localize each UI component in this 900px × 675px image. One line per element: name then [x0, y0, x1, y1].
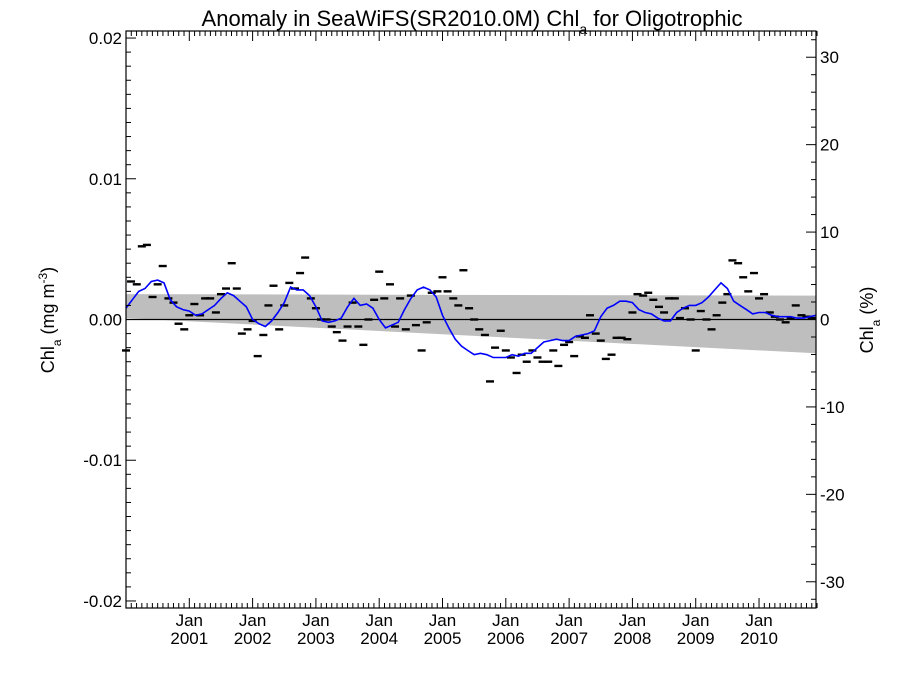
- right-tick-label: 30: [820, 48, 839, 67]
- y-axis-left-label: Chla (mg m-3): [36, 267, 64, 373]
- trend-band: [126, 294, 816, 354]
- x-tick-year: 2007: [550, 629, 588, 648]
- x-tick-year: 2004: [360, 629, 398, 648]
- chart-title: Anomaly in SeaWiFS(SR2010.0M) Chla for O…: [202, 6, 743, 37]
- right-tick-label: -10: [820, 398, 845, 417]
- left-tick-label: 0.01: [89, 170, 122, 189]
- right-tick-label: -20: [820, 485, 845, 504]
- x-tick-year: 2002: [234, 629, 272, 648]
- left-tick-label: -0.02: [83, 592, 122, 611]
- x-tick-month: Jan: [555, 611, 582, 630]
- x-tick-year: 2008: [614, 629, 652, 648]
- left-tick-label: 0.02: [89, 29, 122, 48]
- x-tick-month: Jan: [239, 611, 266, 630]
- right-axis: 30 20 10 0 -10 -20 -30: [806, 39, 845, 600]
- x-tick-year: 2003: [297, 629, 335, 648]
- right-tick-label: 20: [820, 136, 839, 155]
- x-tick-month: Jan: [366, 611, 393, 630]
- title-main: Anomaly in SeaWiFS(SR2010.0M) Chl: [202, 6, 580, 31]
- smoothed-line: [125, 279, 817, 359]
- right-tick-label: 10: [820, 223, 839, 242]
- x-tick-month: Jan: [682, 611, 709, 630]
- x-tick-year: 2001: [170, 629, 208, 648]
- plot-area: [122, 30, 817, 609]
- x-axis: Jan2001Jan2002Jan2003Jan2004Jan2005Jan20…: [125, 31, 818, 648]
- title-subscript: a: [579, 21, 587, 37]
- right-tick-label: 0: [820, 311, 829, 330]
- left-tick-label: 0.00: [89, 311, 122, 330]
- y-axis-right-label: Chla (%): [857, 287, 883, 354]
- x-tick-month: Jan: [619, 611, 646, 630]
- title-suffix: for Oligotrophic: [587, 6, 742, 31]
- x-tick-year: 2005: [424, 629, 462, 648]
- left-axis: 0.02 0.01 0.00 -0.01 -0.02: [83, 29, 136, 611]
- x-tick-month: Jan: [492, 611, 519, 630]
- x-tick-year: 2006: [487, 629, 525, 648]
- x-tick-month: Jan: [302, 611, 329, 630]
- x-tick-month: Jan: [745, 611, 772, 630]
- x-tick-month: Jan: [429, 611, 456, 630]
- x-tick-month: Jan: [176, 611, 203, 630]
- x-tick-year: 2010: [740, 629, 778, 648]
- right-tick-label: -30: [820, 573, 845, 592]
- x-tick-year: 2009: [677, 629, 715, 648]
- left-tick-label: -0.01: [83, 451, 122, 470]
